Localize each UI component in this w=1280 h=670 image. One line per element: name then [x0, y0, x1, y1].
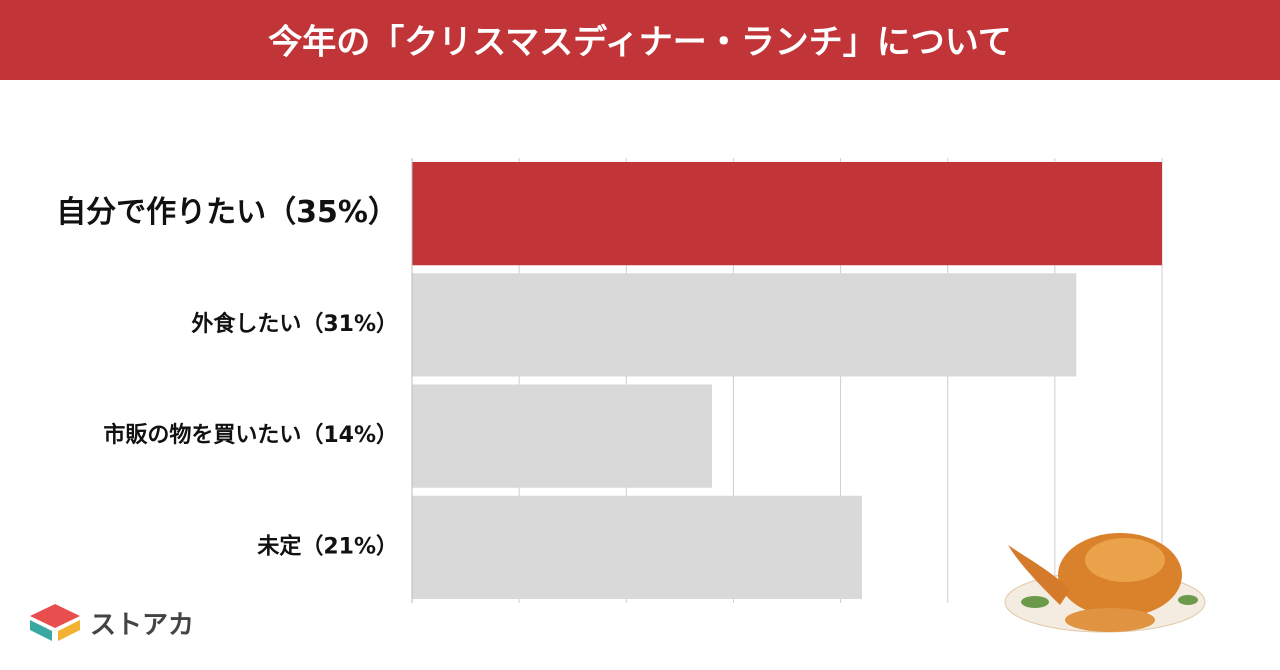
title-banner — [0, 0, 1280, 80]
logo: ストアカ — [30, 604, 194, 641]
category-label: 市販の物を買いたい（14%） — [103, 422, 398, 448]
category-label: 自分で作りたい（35%） — [56, 195, 398, 230]
logo-icon — [30, 604, 80, 628]
chart-title: 今年の「クリスマスディナー・ランチ」について — [268, 23, 1012, 63]
bar — [412, 384, 712, 488]
bar — [412, 162, 1162, 266]
category-label: 未定（21%） — [257, 533, 398, 559]
logo-text: ストアカ — [90, 611, 194, 641]
category-label: 外食したい（31%） — [191, 311, 398, 337]
logo-icon — [30, 620, 52, 641]
bar — [412, 495, 862, 599]
bar — [412, 273, 1077, 377]
turkey-illustration — [1004, 533, 1206, 633]
logo-icon — [58, 620, 80, 641]
